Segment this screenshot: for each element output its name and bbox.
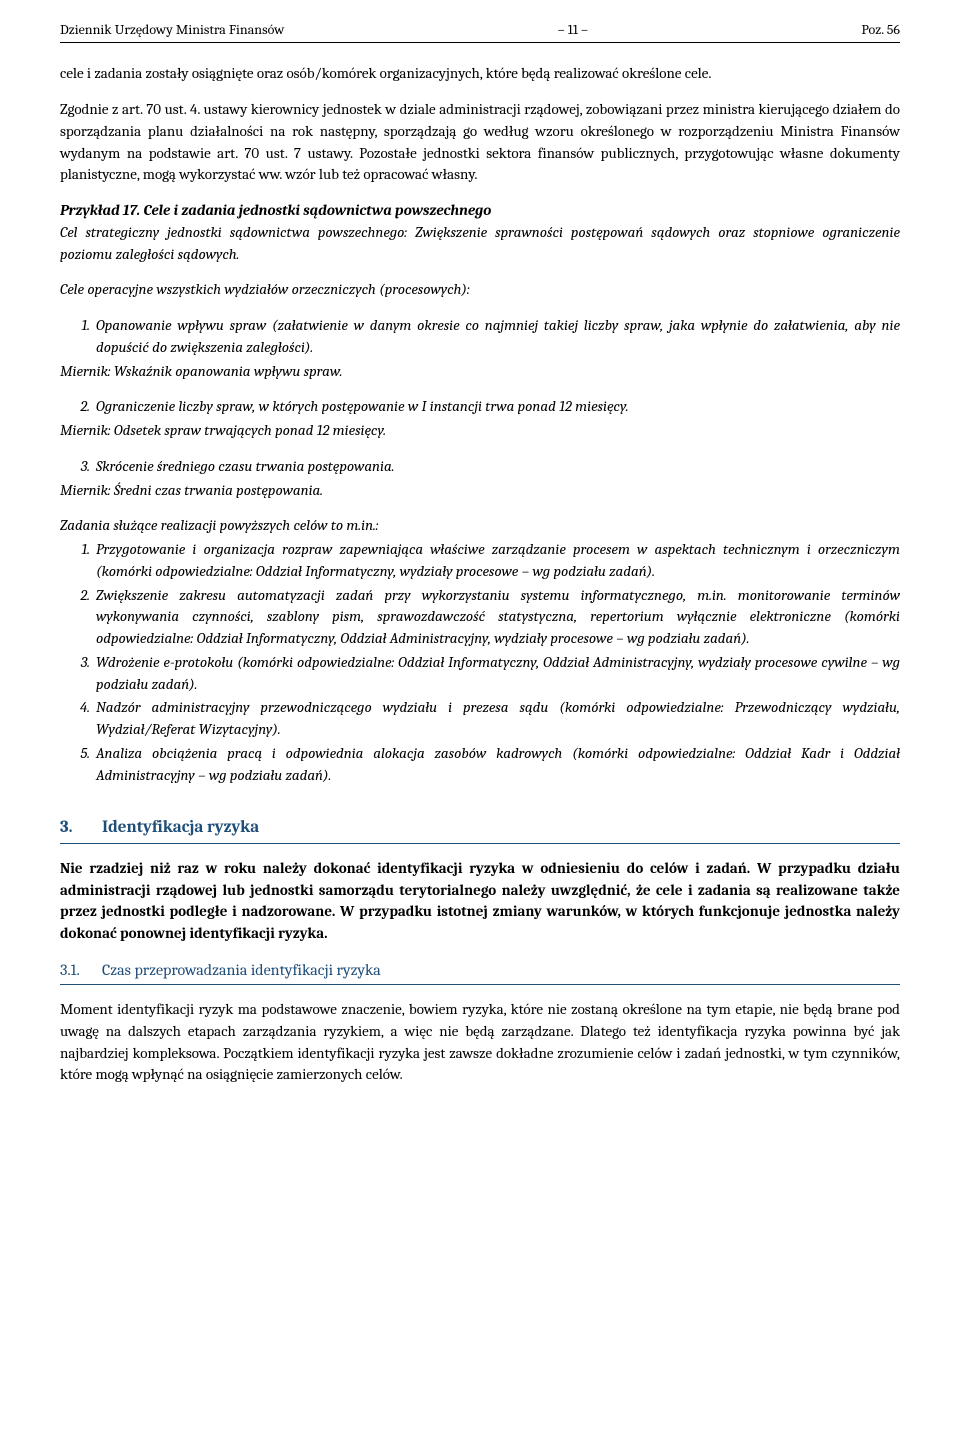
- subsection-3-1-paragraph: Moment identyfikacji ryzyk ma podstawowe…: [60, 999, 900, 1086]
- miernik-1: Miernik: Wskaźnik opanowania wpływu spra…: [60, 361, 900, 383]
- section-3-title: Identyfikacja ryzyka: [102, 818, 259, 837]
- cel-operacyjny-2: 2.Ograniczenie liczby spraw, w których p…: [96, 396, 900, 418]
- miernik-2: Miernik: Odsetek spraw trwających ponad …: [60, 420, 900, 442]
- page-header: Dziennik Urzędowy Ministra Finansów – 11…: [60, 20, 900, 43]
- example-17: Przykład 17. Cele i zadania jednostki są…: [60, 200, 900, 265]
- header-page-number: – 11 –: [558, 20, 588, 40]
- cele-operacyjne-intro: Cele operacyjne wszystkich wydziałów orz…: [60, 279, 900, 301]
- section-3-number: 3.: [60, 816, 102, 841]
- zadanie-4: 4.Nadzór administracyjny przewodnicząceg…: [96, 697, 900, 741]
- miernik-3: Miernik: Średni czas trwania postępowani…: [60, 480, 900, 502]
- example-17-block: Przykład 17. Cele i zadania jednostki są…: [60, 200, 900, 786]
- cel-operacyjny-1: 1.Opanowanie wpływu spraw (załatwienie w…: [96, 315, 900, 359]
- header-right: Poz. 56: [861, 20, 900, 40]
- zadania-intro: Zadania służące realizacji powyższych ce…: [60, 515, 900, 537]
- subsection-3-1-title: Czas przeprowadzania identyfikacji ryzyk…: [102, 961, 381, 979]
- zadanie-3: 3.Wdrożenie e-protokołu (komórki odpowie…: [96, 652, 900, 696]
- example-17-title: Przykład 17. Cele i zadania jednostki są…: [60, 201, 491, 219]
- example-17-goal: Cel strategiczny jednostki sądownictwa p…: [60, 223, 900, 263]
- section-3-heading: 3.Identyfikacja ryzyka: [60, 816, 900, 844]
- zadanie-5: 5.Analiza obciążenia pracą i odpowiednia…: [96, 743, 900, 787]
- section-3-bold-paragraph: Nie rzadziej niż raz w roku należy dokon…: [60, 858, 900, 945]
- header-left: Dziennik Urzędowy Ministra Finansów: [60, 20, 284, 40]
- paragraph-continuation: cele i zadania zostały osiągnięte oraz o…: [60, 63, 900, 85]
- zadanie-1: 1.Przygotowanie i organizacja rozpraw za…: [96, 539, 900, 583]
- cel-operacyjny-3: 3.Skrócenie średniego czasu trwania post…: [96, 456, 900, 478]
- subsection-3-1-number: 3.1.: [60, 959, 102, 982]
- subsection-3-1-heading: 3.1.Czas przeprowadzania identyfikacji r…: [60, 959, 900, 985]
- zadanie-2: 2.Zwiększenie zakresu automatyzacji zada…: [96, 585, 900, 650]
- paragraph-zgodnie: Zgodnie z art. 70 ust. 4. ustawy kierown…: [60, 99, 900, 186]
